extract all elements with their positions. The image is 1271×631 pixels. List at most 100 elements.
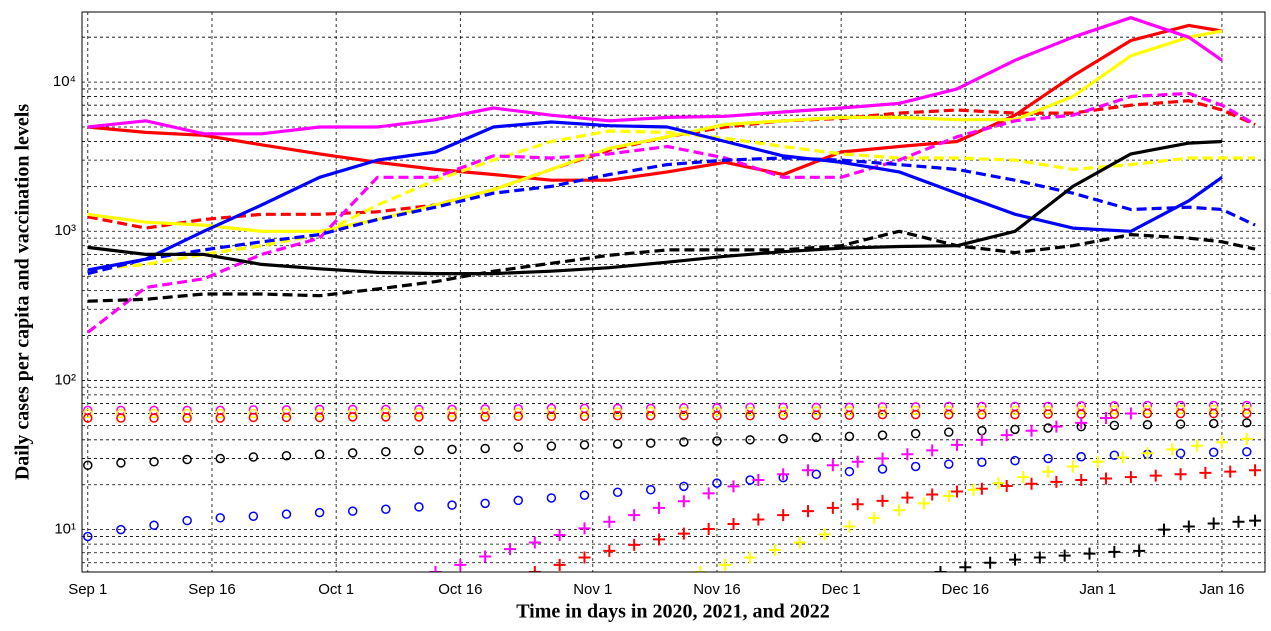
plus-marker — [826, 459, 839, 472]
plus-marker — [628, 509, 641, 522]
circle-marker — [149, 408, 159, 419]
plus-marker — [1083, 547, 1096, 560]
circle-marker — [1208, 404, 1219, 415]
circle-marker — [778, 433, 788, 444]
circle-marker — [447, 412, 457, 422]
plus-marker — [479, 550, 492, 563]
plus-marker — [1182, 520, 1195, 533]
circle-marker — [83, 408, 93, 419]
circle-marker — [281, 412, 292, 423]
plus-marker — [1166, 443, 1179, 456]
circle-marker — [546, 407, 557, 417]
plus-marker — [975, 482, 988, 495]
circle-marker — [1109, 420, 1120, 431]
circle-marker — [745, 435, 755, 445]
plus-marker — [851, 455, 864, 468]
circle-marker — [149, 413, 159, 423]
plus-marker — [1017, 471, 1030, 484]
y-tick-label: 10¹ — [54, 521, 76, 538]
circle-marker — [645, 406, 656, 417]
circle-marker — [877, 406, 888, 416]
circle-marker — [347, 408, 358, 418]
plus-marker — [1199, 466, 1212, 479]
plus-marker — [843, 520, 856, 533]
plus-marker — [677, 527, 690, 540]
plus-marker — [901, 448, 914, 461]
circle-marker — [347, 448, 358, 458]
circle-marker — [414, 445, 424, 456]
circle-marker — [844, 466, 855, 477]
circle-marker — [447, 444, 457, 455]
plus-marker — [752, 474, 765, 487]
series-line — [87, 229, 1256, 303]
plus-marker — [1075, 416, 1088, 429]
circle-marker — [414, 407, 424, 418]
circle-marker — [513, 407, 524, 418]
plus-marker — [752, 513, 765, 526]
circle-marker — [645, 438, 656, 448]
circle-marker — [116, 413, 126, 423]
circle-marker — [314, 408, 325, 418]
circle-marker — [612, 487, 623, 498]
x-tick-label: Nov 1 — [573, 581, 612, 598]
plus-marker — [1249, 514, 1262, 527]
plus-marker — [1149, 469, 1162, 482]
plus-marker — [578, 551, 591, 564]
plus-marker — [1050, 420, 1063, 433]
circle-marker — [314, 507, 325, 518]
plus-marker — [553, 558, 566, 571]
plus-marker — [628, 538, 641, 551]
plus-marker — [934, 566, 947, 572]
circle-marker — [1076, 405, 1086, 415]
circle-marker — [248, 452, 259, 462]
plus-marker — [1050, 475, 1063, 488]
circle-marker — [1175, 404, 1186, 415]
plus-marker — [992, 477, 1005, 490]
circle-marker — [612, 407, 623, 417]
circle-marker — [844, 431, 855, 442]
circle-marker — [1142, 408, 1153, 419]
circle-marker — [712, 436, 722, 446]
plus-marker — [1042, 465, 1055, 478]
plus-marker — [1124, 407, 1137, 420]
plus-marker — [528, 566, 541, 572]
plus-marker — [578, 522, 591, 535]
plus-marker — [1116, 451, 1129, 464]
circle-marker — [83, 413, 93, 423]
circle-marker — [712, 406, 722, 417]
plus-marker — [727, 518, 740, 531]
plus-marker — [694, 566, 707, 572]
circle-marker — [1076, 452, 1086, 462]
circle-marker — [1142, 419, 1153, 430]
plus-marker — [603, 544, 616, 557]
circle-marker — [182, 408, 192, 419]
circle-marker — [877, 430, 888, 440]
circle-marker — [182, 454, 192, 465]
circle-marker — [314, 412, 325, 423]
circle-marker — [546, 441, 557, 451]
plus-marker — [1100, 412, 1113, 425]
y-axis-title: Daily cases per capita and vaccination l… — [12, 104, 34, 480]
plus-marker — [1058, 549, 1071, 562]
plus-marker — [1100, 472, 1113, 485]
plus-marker — [1033, 551, 1046, 564]
circle-marker — [1142, 405, 1153, 415]
circle-marker — [811, 469, 822, 480]
series-line — [87, 120, 1223, 272]
circle-marker — [116, 524, 126, 535]
circle-marker — [1010, 409, 1020, 420]
plus-marker — [802, 505, 815, 518]
circle-marker — [1208, 418, 1219, 429]
plus-marker — [768, 544, 781, 557]
series-line — [87, 23, 1223, 182]
circle-marker — [1242, 408, 1252, 419]
circle-marker — [1208, 408, 1219, 419]
data-layer — [83, 16, 1262, 572]
plus-marker — [719, 558, 732, 571]
circle-marker — [281, 509, 292, 519]
circle-marker — [215, 408, 226, 419]
circle-marker — [1109, 405, 1120, 415]
plus-marker — [793, 536, 806, 549]
series-line — [87, 156, 1256, 276]
